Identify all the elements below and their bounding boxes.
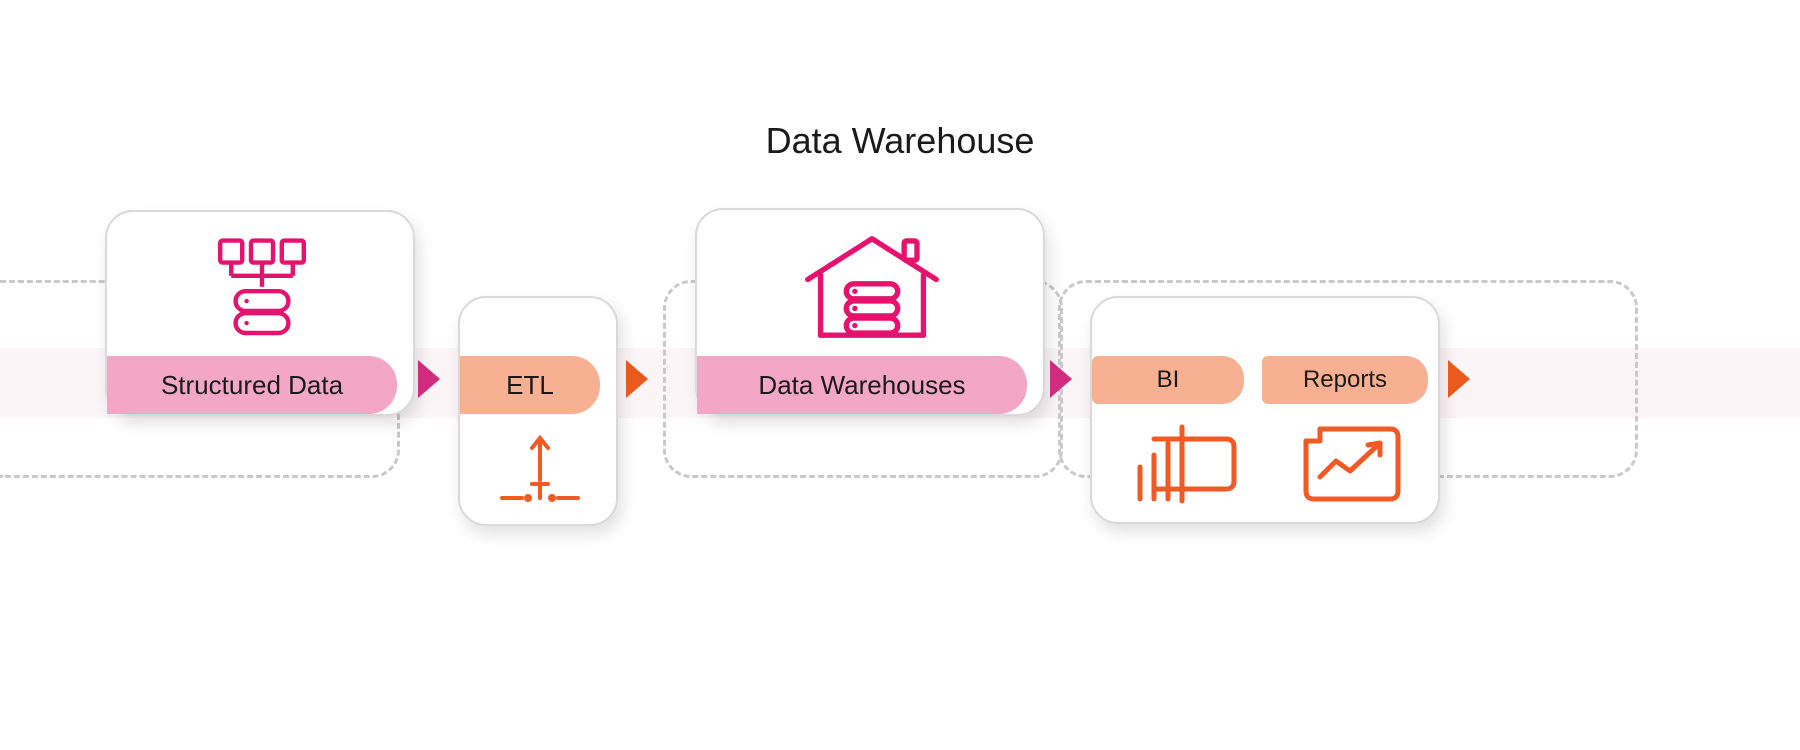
etl-label: ETL xyxy=(506,370,554,401)
diagram-title: Data Warehouse xyxy=(766,120,1035,162)
bi-icon xyxy=(1110,412,1250,516)
network-database-icon xyxy=(107,224,417,354)
flow-arrow-1 xyxy=(418,360,440,398)
structured-data-card: Structured Data xyxy=(105,210,415,416)
flow-arrow-3 xyxy=(1050,360,1072,398)
structured-data-label-band: Structured Data xyxy=(107,356,397,414)
output-card: BI Reports xyxy=(1090,296,1440,524)
bi-label: BI xyxy=(1157,366,1180,394)
data-warehouse-card: Data Warehouses xyxy=(695,208,1045,416)
reports-label-band: Reports xyxy=(1262,356,1428,404)
bi-label-band: BI xyxy=(1092,356,1244,404)
warehouse-icon xyxy=(697,220,1047,354)
etl-card: ETL xyxy=(458,296,618,526)
flow-arrow-4 xyxy=(1448,360,1470,398)
etl-arrow-icon xyxy=(460,418,620,518)
etl-label-band: ETL xyxy=(460,356,600,414)
data-warehouse-label-band: Data Warehouses xyxy=(697,356,1027,414)
reports-icon xyxy=(1282,412,1422,516)
reports-label: Reports xyxy=(1303,366,1387,394)
data-warehouse-label: Data Warehouses xyxy=(758,370,965,401)
flow-arrow-2 xyxy=(626,360,648,398)
structured-data-label: Structured Data xyxy=(161,370,343,401)
